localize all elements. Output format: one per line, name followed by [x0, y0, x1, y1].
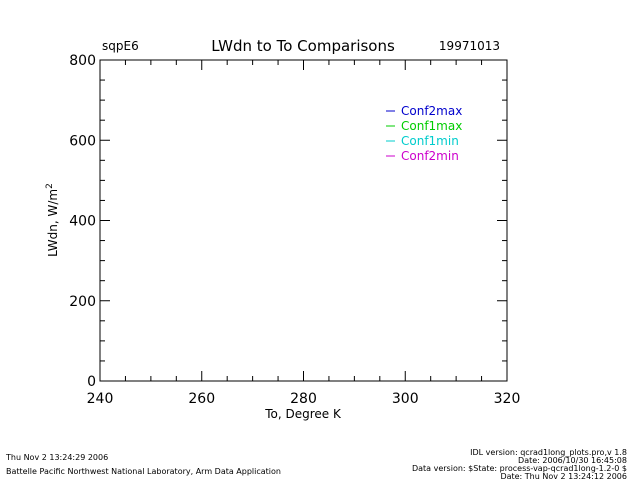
footer-data-date: Date: Thu Nov 2 13:24:12 2006 [500, 472, 627, 480]
footer-credit: Battelle Pacific Northwest National Labo… [6, 467, 281, 476]
footer-data-version: Data version: $State: process-vap-qcrad1… [412, 464, 627, 473]
date-label: 19971013 [439, 39, 500, 53]
y-tick-label: 0 [87, 374, 96, 390]
chart-title: LWdn to To Comparisons [211, 37, 395, 55]
x-axis: 240 260 280 300 320 [87, 60, 521, 407]
y-tick-label: 400 [69, 214, 96, 230]
x-tick-label: 240 [87, 391, 114, 407]
y-tick-label: 800 [69, 53, 96, 69]
y-axis-label-superscript: 2 [45, 183, 55, 189]
footer-idl-date: Date: 2006/10/30 16:45:08 [518, 456, 627, 465]
x-tick-label: 300 [392, 391, 419, 407]
y-axis: 0 200 400 600 800 [69, 53, 507, 390]
site-label: sqpE6 [102, 39, 139, 53]
y-axis-label-main: LWdn, W/m [46, 189, 60, 257]
x-axis-label: To, Degree K [264, 407, 342, 421]
y-tick-label: 200 [69, 294, 96, 310]
x-tick-label: 260 [188, 391, 215, 407]
legend-label: Conf2min [401, 149, 459, 163]
legend-label: Conf1min [401, 134, 459, 148]
legend-label: Conf2max [401, 104, 462, 118]
x-tick-label: 320 [494, 391, 521, 407]
legend-label: Conf1max [401, 119, 462, 133]
footer-timestamp: Thu Nov 2 13:24:29 2006 [5, 453, 108, 462]
y-tick-label: 600 [69, 133, 96, 149]
y-axis-label: LWdn, W/m2 [45, 183, 60, 257]
y-axis-label-group: LWdn, W/m2 [45, 183, 60, 257]
footer-idl-version: IDL version: qcrad1long_plots.pro,v 1.8 [470, 448, 627, 457]
x-tick-label: 280 [290, 391, 317, 407]
